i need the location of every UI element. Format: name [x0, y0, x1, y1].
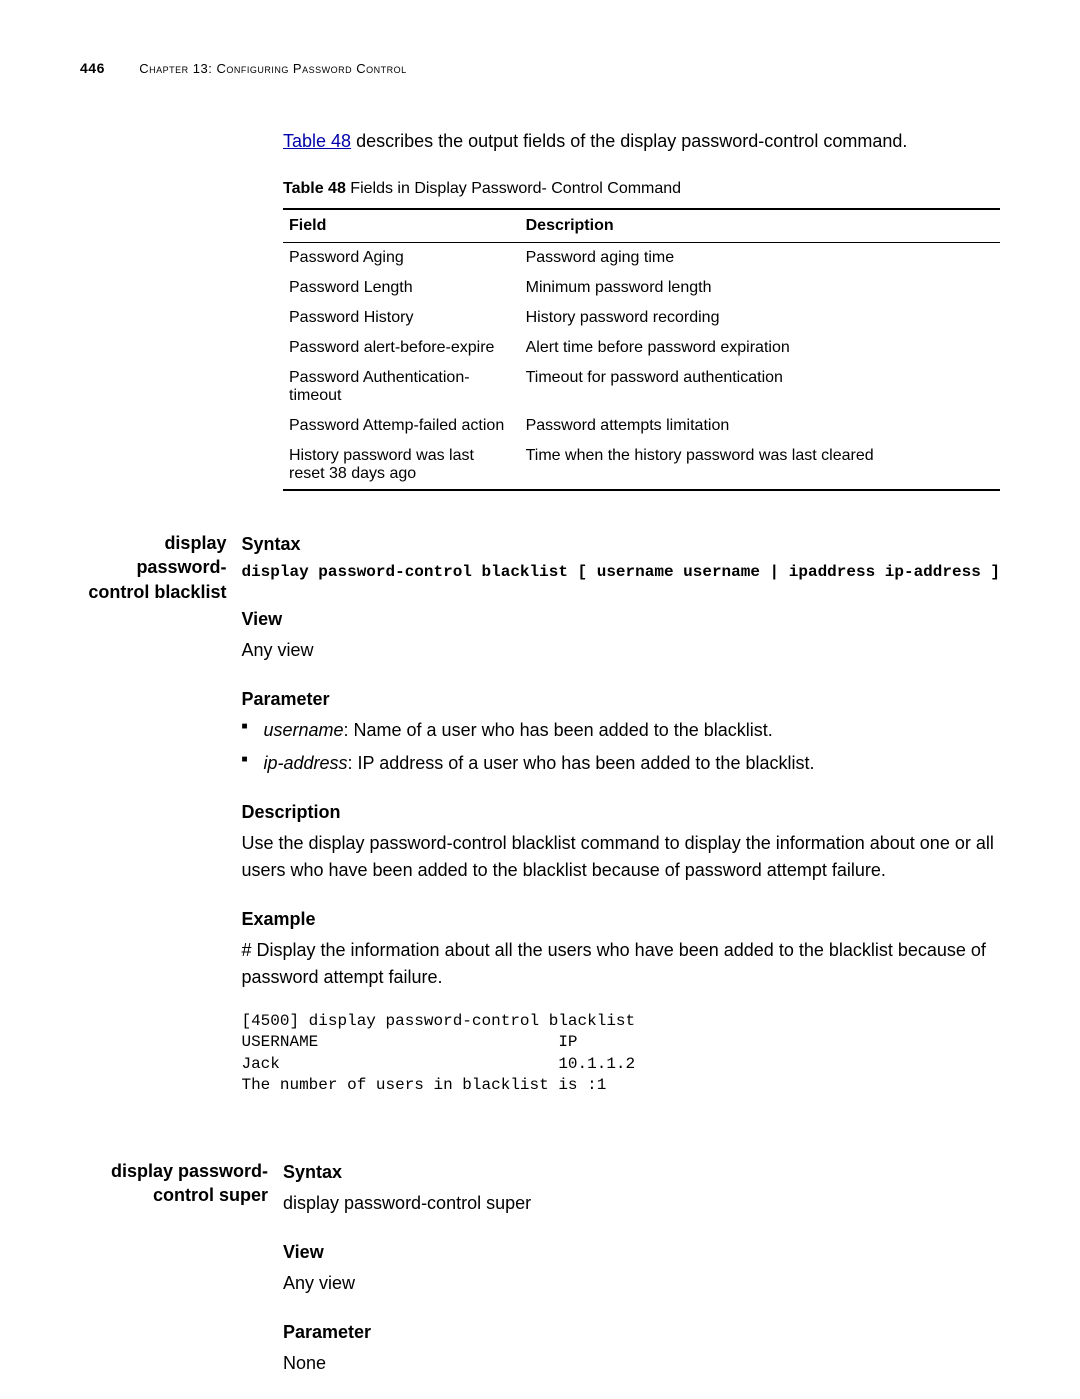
param-term: ip-address: [263, 753, 347, 773]
parameter-list: username: Name of a user who has been ad…: [241, 717, 1000, 777]
table-cell-desc: Password attempts limitation: [520, 411, 1000, 441]
description-text: Use the display password-control blackli…: [241, 830, 1000, 884]
table-cell-field: Password Authentication-timeout: [283, 363, 520, 411]
syntax-code: display password-control blacklist [ use…: [241, 562, 1000, 584]
table-cell-desc: History password recording: [520, 303, 1000, 333]
table-cell-field: Password History: [283, 303, 520, 333]
table-cell-field: History password was last reset 38 days …: [283, 441, 520, 490]
table-link[interactable]: Table 48: [283, 131, 351, 151]
page-header: 446 Chapter 13: Configuring Password Con…: [80, 60, 1000, 76]
table-cell-field: Password Attemp-failed action: [283, 411, 520, 441]
page-number: 446: [80, 60, 105, 76]
description-heading: Description: [241, 799, 1000, 826]
table-header-desc: Description: [520, 209, 1000, 243]
syntax-heading: Syntax: [283, 1159, 1000, 1186]
view-heading: View: [283, 1239, 1000, 1266]
command-name-left: display password-control super: [80, 1159, 283, 1399]
table-caption-text: Fields in Display Password- Control Comm…: [346, 180, 681, 197]
table-cell-desc: Alert time before password expiration: [520, 333, 1000, 363]
parameter-heading: Parameter: [283, 1319, 1000, 1346]
table-header-field: Field: [283, 209, 520, 243]
table-caption: Table 48 Fields in Display Password- Con…: [283, 180, 1000, 198]
table-row: Password History History password record…: [283, 303, 1000, 333]
param-term: username: [263, 720, 343, 740]
table-row: Password Authentication-timeout Timeout …: [283, 363, 1000, 411]
table-number: Table 48: [283, 180, 346, 197]
example-text: # Display the information about all the …: [241, 937, 1000, 991]
command-section-blacklist: display password-control blacklist Synta…: [80, 531, 1000, 1119]
command-name-left: display password-control blacklist: [80, 531, 241, 1119]
view-text: Any view: [283, 1270, 1000, 1297]
param-desc: : IP address of a user who has been adde…: [348, 753, 815, 773]
parameter-text: None: [283, 1350, 1000, 1377]
table-cell-field: Password alert-before-expire: [283, 333, 520, 363]
table-row: Password Aging Password aging time: [283, 243, 1000, 274]
table-cell-field: Password Aging: [283, 243, 520, 274]
table-row: Password Length Minimum password length: [283, 273, 1000, 303]
intro-text: describes the output fields of the displ…: [351, 131, 907, 151]
table-cell-desc: Time when the history password was last …: [520, 441, 1000, 490]
table-cell-field: Password Length: [283, 273, 520, 303]
table-row: History password was last reset 38 days …: [283, 441, 1000, 490]
table-row: Password Attemp-failed action Password a…: [283, 411, 1000, 441]
example-code: [4500] display password-control blacklis…: [241, 1011, 1000, 1097]
parameter-heading: Parameter: [241, 686, 1000, 713]
syntax-heading: Syntax: [241, 531, 1000, 558]
table-cell-desc: Minimum password length: [520, 273, 1000, 303]
parameter-item: username: Name of a user who has been ad…: [241, 717, 1000, 744]
parameter-item: ip-address: IP address of a user who has…: [241, 750, 1000, 777]
fields-table: Field Description Password Aging Passwor…: [283, 208, 1000, 491]
table-row: Password alert-before-expire Alert time …: [283, 333, 1000, 363]
chapter-title: Chapter 13: Configuring Password Control: [139, 61, 406, 76]
table-cell-desc: Timeout for password authentication: [520, 363, 1000, 411]
command-section-super: display password-control super Syntax di…: [80, 1159, 1000, 1399]
param-desc: : Name of a user who has been added to t…: [344, 720, 773, 740]
syntax-text: display password-control super: [283, 1190, 1000, 1217]
view-text: Any view: [241, 637, 1000, 664]
example-heading: Example: [241, 906, 1000, 933]
view-heading: View: [241, 606, 1000, 633]
table-cell-desc: Password aging time: [520, 243, 1000, 274]
intro-paragraph: Table 48 describes the output fields of …: [283, 131, 1000, 152]
